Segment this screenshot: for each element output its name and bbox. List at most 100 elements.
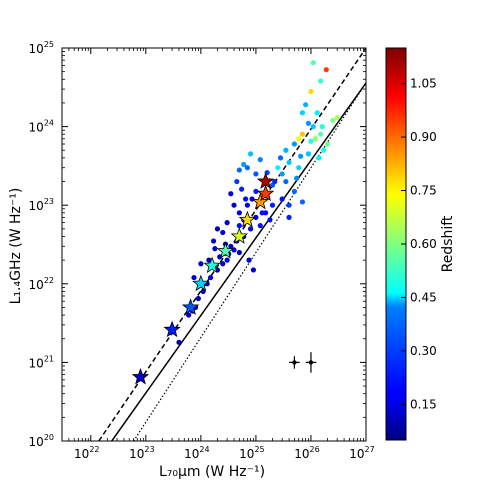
data-point — [236, 223, 242, 229]
error-bars — [289, 352, 317, 373]
star-point — [181, 298, 200, 315]
colorbar-tick-label: 0.15 — [410, 397, 437, 411]
data-point — [330, 117, 336, 123]
star-point — [256, 184, 275, 202]
fit-lines — [98, 48, 366, 441]
fit-line-dashed — [98, 48, 366, 441]
data-point — [283, 178, 289, 185]
y-tick-label: 1024 — [29, 119, 54, 135]
data-point — [310, 60, 316, 66]
data-point — [206, 257, 212, 263]
colorbar-tick-label: 0.75 — [410, 184, 437, 198]
data-point — [253, 171, 259, 177]
data-point — [275, 165, 281, 171]
data-point — [291, 188, 297, 194]
data-point — [250, 267, 256, 273]
data-point — [246, 257, 252, 263]
data-point — [334, 115, 340, 121]
data-point — [321, 147, 327, 153]
data-point — [294, 175, 300, 181]
data-point — [257, 223, 263, 229]
x-tick-label: 1025 — [239, 445, 264, 461]
y-tick-label: 1020 — [29, 433, 54, 449]
data-point — [191, 274, 197, 281]
data-point — [308, 138, 314, 144]
data-point — [200, 288, 206, 295]
data-point — [195, 295, 201, 302]
data-point — [299, 199, 306, 205]
colorbar-tick-label: 0.45 — [410, 290, 437, 304]
data-point — [239, 186, 245, 192]
data-point — [214, 226, 221, 232]
data-point — [312, 136, 318, 142]
data-point — [286, 202, 292, 208]
data-point — [236, 249, 242, 256]
data-point — [210, 238, 217, 244]
data-point — [236, 210, 242, 216]
data-point — [253, 188, 259, 194]
data-point — [319, 124, 325, 130]
data-point — [272, 178, 278, 185]
data-point — [279, 171, 285, 177]
data-point — [231, 202, 237, 208]
data-point — [308, 88, 314, 95]
data-point — [286, 214, 292, 220]
data-point — [323, 67, 329, 73]
star-point — [238, 210, 257, 228]
star-point — [216, 242, 235, 259]
x-axis-ticks: 1022 1023 1024 1025 1026 1027 — [61, 48, 375, 461]
data-point — [228, 243, 234, 249]
data-point — [224, 220, 230, 226]
y-tick-label: 1022 — [29, 276, 54, 292]
star-point — [203, 256, 221, 274]
colorbar-label: Redshift — [440, 215, 456, 272]
data-point — [324, 141, 331, 147]
data-point — [186, 312, 192, 318]
data-point — [310, 124, 316, 130]
data-point — [296, 136, 302, 142]
data-point — [234, 178, 240, 185]
plot-area: 1022 1023 1024 1025 1026 1027 102010211022102… — [29, 40, 375, 461]
y-tick-label: 1021 — [29, 354, 54, 370]
data-point — [176, 339, 182, 345]
data-point — [236, 167, 242, 173]
data-point — [212, 246, 218, 252]
data-point — [207, 274, 214, 281]
data-point — [314, 110, 320, 116]
data-point — [279, 196, 285, 202]
data-point — [296, 165, 302, 171]
data-point — [299, 110, 306, 116]
error-bar-point — [292, 360, 297, 365]
y-axis-label: L₁.₄GHz (W Hz⁻¹) — [8, 188, 24, 305]
colorbar-tick-label: 0.30 — [410, 344, 437, 358]
x-tick-label: 1022 — [74, 445, 99, 461]
x-tick-label: 1026 — [294, 445, 319, 461]
data-point — [220, 261, 226, 267]
data-point — [243, 196, 249, 202]
colorbar-tick-label: 0.90 — [410, 130, 437, 144]
plot-frame — [62, 48, 366, 441]
data-point — [299, 131, 306, 137]
star-points — [131, 172, 275, 385]
data-point — [277, 155, 284, 161]
colorbar-tick-label: 0.60 — [410, 237, 437, 251]
data-point — [305, 120, 312, 126]
data-point — [224, 257, 230, 263]
data-point — [241, 161, 247, 168]
data-point — [286, 159, 292, 166]
y-tick-label: 1025 — [29, 40, 54, 56]
data-point — [291, 141, 297, 147]
colorbar-tick-label: 1.05 — [410, 77, 437, 91]
data-point — [257, 157, 263, 163]
error-bar-point — [308, 360, 314, 365]
data-point — [318, 131, 324, 137]
y-tick-label: 1023 — [29, 197, 54, 213]
star-point — [131, 367, 150, 385]
x-tick-label: 1024 — [184, 445, 209, 461]
data-point — [298, 153, 304, 159]
colorbar-ticks: 0.15 0.30 0.45 0.60 0.75 0.90 1.05 — [401, 77, 437, 411]
data-point — [303, 102, 309, 108]
data-point — [220, 229, 226, 236]
fit-line-solid — [111, 82, 366, 441]
data-point — [247, 151, 254, 157]
